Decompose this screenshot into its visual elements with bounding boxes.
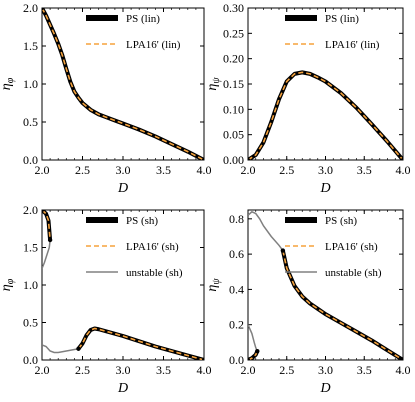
y-tick-label: 0.20: [223, 52, 244, 66]
plot-area: [42, 8, 204, 160]
series-line-thin: [42, 344, 79, 354]
y-axis-title: ηψ: [205, 278, 222, 292]
y-tick-label: 0.0: [23, 353, 38, 367]
y-tick-label: 1.5: [23, 39, 38, 53]
x-tick-label: 3.5: [357, 163, 372, 177]
plot-frame: [247, 7, 404, 161]
legend-label: unstable (sh): [126, 267, 183, 279]
plot-area: [42, 210, 204, 360]
x-tick-label: 3.5: [156, 163, 171, 177]
series-endpoint: [400, 157, 403, 160]
legend-label: PS (lin): [325, 13, 359, 25]
series-endpoint: [42, 8, 45, 11]
legend-label: unstable (sh): [325, 267, 382, 279]
y-axis-subscript: ψ: [211, 77, 222, 84]
y-tick-label: 0.4: [229, 282, 244, 296]
y-axis-title: ηψ: [205, 77, 222, 91]
legend-label: LPA16' (sh): [325, 241, 378, 253]
x-tick-label: 3.5: [156, 363, 171, 377]
y-tick-label: 0.0: [229, 353, 244, 367]
y-tick-label: 0.8: [229, 212, 244, 226]
series-line-thick: [42, 8, 204, 160]
y-axis-title: ηφ: [0, 278, 16, 291]
y-axis-subscript: ψ: [211, 278, 222, 285]
series-line-dashed: [248, 71, 403, 160]
x-axis-title: D: [319, 181, 330, 196]
chart-panel-3: 2.0 2.5 3.0 3.5 4.0 0.0 0.5 1.0 1.5 2.0 Dηφ PS (sh)…: [0, 203, 212, 396]
y-tick-label: 0.00: [223, 153, 244, 167]
y-tick-label: 0.30: [223, 1, 244, 15]
x-axis-title: D: [319, 381, 330, 396]
series-line-dashed: [42, 210, 51, 241]
series-endpoint: [400, 357, 403, 360]
x-tick-label: 2.0: [241, 363, 256, 377]
x-axis-title: D: [117, 381, 128, 396]
x-tick-label: 2.0: [241, 163, 256, 177]
y-axis-title: ηφ: [0, 77, 16, 90]
chart-panel-2: 2.0 2.5 3.0 3.5 4.0 0.00 0.05 0.10 0.15 0.20 0.25 0…: [205, 1, 411, 196]
x-tick-label: 3.5: [357, 363, 372, 377]
x-tick-label: 4.0: [197, 163, 212, 177]
series-endpoint: [42, 210, 45, 213]
series-endpoint: [248, 157, 251, 160]
legend-label: PS (lin): [126, 13, 160, 25]
x-tick-label: 3.0: [318, 363, 333, 377]
series-line-dashed: [282, 250, 403, 360]
legend-label: LPA16' (lin): [126, 39, 181, 51]
chart-panel-1: 2.0 2.5 3.0 3.5 4.0 0.0 0.5 1.0 1.5 2.0 Dηφ PS (lin…: [0, 1, 212, 196]
x-tick-label: 3.0: [318, 163, 333, 177]
y-tick-label: 0.5: [23, 115, 38, 129]
series-line-thin: [248, 210, 284, 252]
legend-label: PS (sh): [126, 215, 158, 227]
y-axis-subscript: φ: [5, 77, 16, 83]
x-tick-label: 4.0: [396, 363, 411, 377]
y-tick-label: 2.0: [23, 1, 38, 15]
series-endpoint: [201, 157, 204, 160]
x-tick-label: 2.0: [35, 363, 50, 377]
y-tick-label: 0.6: [229, 247, 244, 261]
y-tick-label: 0.10: [223, 102, 244, 116]
plot-area: [248, 210, 403, 360]
series-endpoint: [255, 348, 260, 354]
x-tick-label: 2.5: [75, 163, 90, 177]
x-axis-title: D: [117, 181, 128, 196]
y-axis-subscript: φ: [5, 278, 16, 284]
series-endpoint: [47, 237, 53, 243]
y-tick-label: 1.0: [23, 77, 38, 91]
chart-panel-4: 2.0 2.5 3.0 3.5 4.0 0.0 0.2 0.4 0.6 0.8 Dηψ PS (sh)…: [205, 209, 411, 396]
x-tick-label: 2.5: [279, 363, 294, 377]
y-tick-label: 2.0: [23, 203, 38, 217]
y-tick-label: 0.05: [223, 128, 244, 142]
y-tick-label: 0.15: [223, 77, 244, 91]
series-endpoint: [280, 248, 286, 253]
x-tick-label: 2.5: [75, 363, 90, 377]
series-line-thin: [248, 324, 258, 352]
series-line-thin: [42, 239, 51, 269]
plot-frame: [41, 7, 205, 161]
legend-label: LPA16' (lin): [325, 39, 380, 51]
series-line-dashed: [42, 8, 204, 160]
y-tick-label: 0.5: [23, 316, 38, 330]
x-tick-label: 3.0: [116, 363, 131, 377]
series-line-thick: [248, 70, 403, 160]
x-tick-label: 2.5: [279, 163, 294, 177]
y-tick-label: 0.25: [223, 26, 244, 40]
x-tick-label: 3.0: [116, 163, 131, 177]
y-tick-label: 1.5: [23, 241, 38, 255]
y-tick-label: 0.2: [229, 318, 244, 332]
plot-frame: [247, 209, 404, 361]
legend-label: PS (sh): [325, 215, 357, 227]
plot-area: [248, 70, 403, 160]
series-endpoint: [248, 357, 251, 360]
y-tick-label: 1.0: [23, 278, 38, 292]
legend-label: LPA16' (sh): [126, 241, 179, 253]
series-endpoint: [76, 346, 81, 351]
series-endpoint: [201, 357, 204, 360]
x-tick-label: 4.0: [197, 363, 212, 377]
y-tick-label: 0.0: [23, 153, 38, 167]
series-line-dashed: [77, 327, 204, 360]
x-tick-label: 2.0: [35, 163, 50, 177]
x-tick-label: 4.0: [396, 163, 411, 177]
